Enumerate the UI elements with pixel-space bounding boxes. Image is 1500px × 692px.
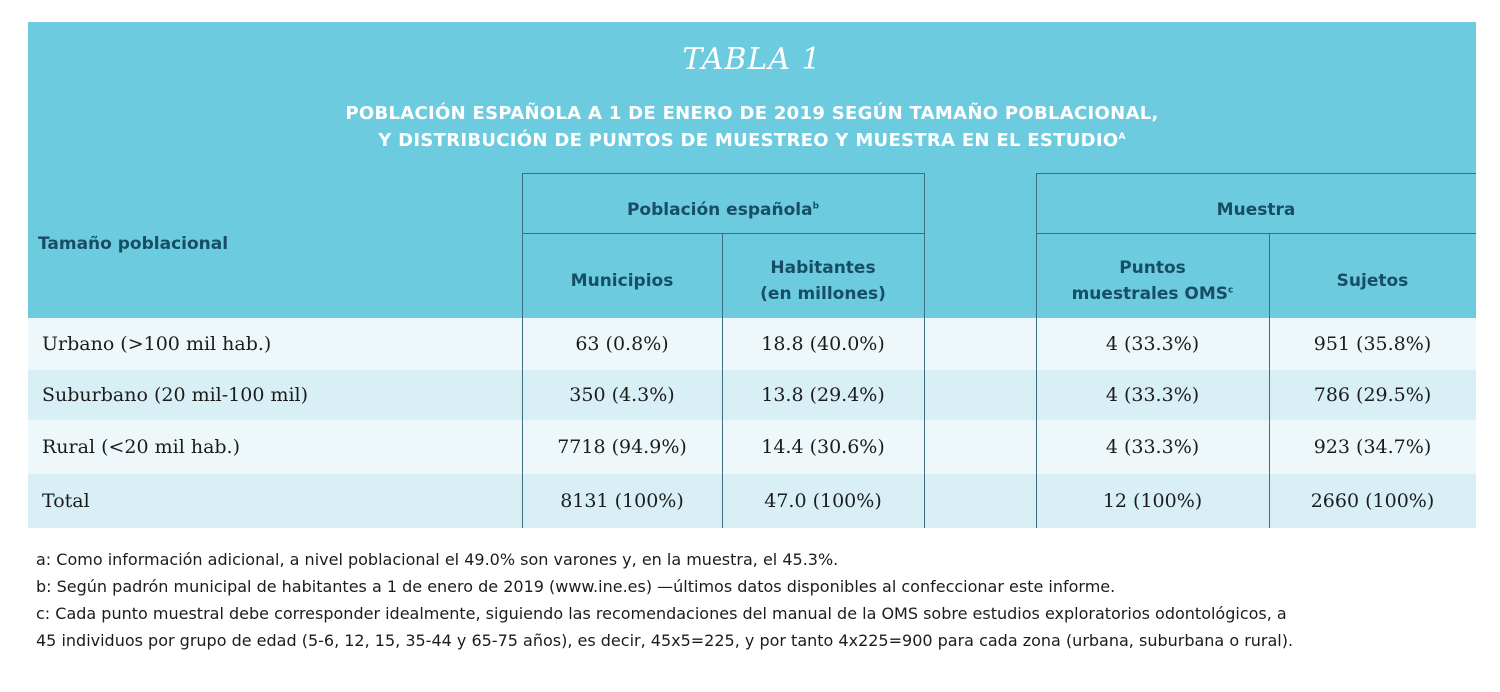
table-heading-line1: POBLACIÓN ESPAÑOLA A 1 DE ENERO DE 2019 …: [345, 103, 1159, 124]
column-header-band: Tamaño poblacional Población españolab M…: [28, 173, 1476, 318]
table-row-total: Total 8131 (100%) 47.0 (100%) 12 (100%) …: [28, 474, 1476, 528]
row-label: Rural (<20 mil hab.): [42, 436, 241, 458]
divider: [722, 233, 723, 528]
divider: [924, 173, 925, 528]
table-heading: POBLACIÓN ESPAÑOLA A 1 DE ENERO DE 2019 …: [28, 100, 1476, 154]
footnote-c-line1: c: Cada punto muestral debe corresponder…: [36, 604, 1287, 623]
cell-puntos: 12 (100%): [1102, 490, 1203, 512]
row-header-label: Tamaño poblacional: [38, 234, 229, 254]
group-header-poblacion: Población españolab: [522, 197, 924, 223]
col-header-sujetos: Sujetos: [1336, 271, 1409, 291]
divider: [522, 173, 925, 174]
cell-puntos: 4 (33.3%): [1105, 384, 1200, 406]
table-label: TABLA 1: [682, 42, 822, 77]
cell-habitantes: 14.4 (30.6%): [761, 436, 885, 458]
col-header-habitantes: Habitantes (en millones): [722, 255, 924, 307]
col-header-habitantes-l1: Habitantes: [770, 258, 876, 278]
col-header-puntos-l2: muestrales OMS: [1071, 284, 1229, 304]
divider: [1269, 233, 1270, 528]
divider: [1036, 173, 1037, 528]
table-row: Rural (<20 mil hab.) 7718 (94.9%) 14.4 (…: [28, 420, 1476, 474]
cell-municipios: 7718 (94.9%): [557, 436, 687, 458]
group-header-muestra: Muestra: [1216, 200, 1296, 220]
cell-puntos: 4 (33.3%): [1105, 436, 1200, 458]
cell-municipios: 63 (0.8%): [575, 333, 669, 355]
cell-habitantes: 13.8 (29.4%): [761, 384, 885, 406]
footnote-b: b: Según padrón municipal de habitantes …: [36, 577, 1116, 596]
cell-sujetos: 2660 (100%): [1310, 490, 1435, 512]
divider: [522, 233, 925, 234]
col-header-municipios: Municipios: [570, 271, 674, 291]
table-row: Urbano (>100 mil hab.) 63 (0.8%) 18.8 (4…: [28, 318, 1476, 370]
cell-municipios: 350 (4.3%): [569, 384, 675, 406]
table-row: Suburbano (20 mil-100 mil) 350 (4.3%) 13…: [28, 370, 1476, 420]
cell-municipios: 8131 (100%): [560, 490, 684, 512]
cell-sujetos: 786 (29.5%): [1313, 384, 1432, 406]
footnote-a: a: Como información adicional, a nivel p…: [36, 550, 839, 569]
table-heading-line2: Y DISTRIBUCIÓN DE PUNTOS DE MUESTREO Y M…: [378, 130, 1119, 151]
footnotes: a: Como información adicional, a nivel p…: [36, 546, 1476, 654]
cell-habitantes: 18.8 (40.0%): [761, 333, 885, 355]
table-heading-sup: a: [1118, 132, 1126, 142]
row-label: Urbano (>100 mil hab.): [42, 333, 272, 355]
cell-puntos: 4 (33.3%): [1105, 333, 1200, 355]
group-header-poblacion-text: Población española: [626, 200, 813, 220]
row-label: Suburbano (20 mil-100 mil): [42, 384, 309, 406]
group-header-poblacion-sup: b: [812, 201, 820, 212]
cell-sujetos: 923 (34.7%): [1313, 436, 1432, 458]
cell-sujetos: 951 (35.8%): [1313, 333, 1432, 355]
footnote-c-line2: 45 individuos por grupo de edad (5-6, 12…: [36, 631, 1294, 650]
col-header-puntos: Puntos muestrales OMSc: [1036, 255, 1269, 307]
cell-habitantes: 47.0 (100%): [764, 490, 882, 512]
table-title-band: TABLA 1 POBLACIÓN ESPAÑOLA A 1 DE ENERO …: [28, 22, 1476, 173]
col-header-habitantes-l2: (en millones): [760, 284, 886, 304]
col-header-puntos-l1: Puntos: [1119, 258, 1186, 278]
data-table: TABLA 1 POBLACIÓN ESPAÑOLA A 1 DE ENERO …: [28, 22, 1476, 528]
row-label: Total: [42, 490, 90, 512]
divider: [1036, 233, 1476, 234]
divider: [522, 173, 523, 528]
divider: [1036, 173, 1476, 174]
col-header-puntos-sup: c: [1228, 285, 1234, 296]
